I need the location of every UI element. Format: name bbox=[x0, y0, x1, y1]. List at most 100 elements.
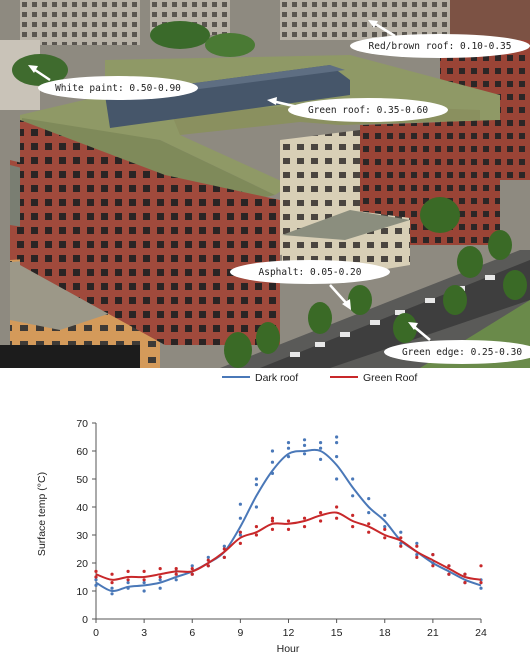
dark-roof-point bbox=[174, 578, 178, 582]
y-tick-label: 0 bbox=[82, 614, 88, 626]
green-roof-point bbox=[399, 536, 403, 540]
dark-roof-point bbox=[399, 530, 403, 534]
callout-red-brown-roof: Red/brown roof: 0.10-0.35 bbox=[350, 20, 530, 58]
dark-roof-point bbox=[190, 564, 194, 568]
green-roof-point bbox=[351, 513, 355, 517]
green-roof-point bbox=[254, 525, 259, 529]
green-roof-point bbox=[431, 553, 435, 557]
dark-roof-point bbox=[110, 592, 114, 596]
dark-roof-point bbox=[383, 525, 387, 529]
dark-roof-point bbox=[222, 544, 226, 548]
green-roof-point bbox=[110, 572, 114, 576]
dark-roof-point bbox=[479, 586, 483, 590]
dark-roof-point bbox=[335, 455, 339, 459]
dark-roof-point bbox=[286, 441, 291, 445]
y-tick-label: 20 bbox=[76, 558, 88, 570]
green-roof-point bbox=[238, 541, 242, 545]
y-axis-title: Surface temp (°C) bbox=[36, 472, 48, 556]
x-axis-title: Hour bbox=[277, 643, 300, 655]
x-tick-label: 15 bbox=[331, 627, 343, 639]
svg-text:White paint: 0.50-0.90: White paint: 0.50-0.90 bbox=[55, 83, 181, 94]
svg-text:Asphalt: 0.05-0.20: Asphalt: 0.05-0.20 bbox=[259, 267, 362, 278]
green-roof-point bbox=[302, 525, 307, 529]
green-roof-point bbox=[318, 511, 323, 515]
x-tick-label: 0 bbox=[93, 627, 99, 639]
green-roof-point bbox=[383, 536, 387, 540]
dark-roof-point bbox=[415, 553, 419, 557]
green-roof-point bbox=[270, 519, 275, 523]
dark-roof-point bbox=[335, 477, 339, 481]
green-roof-point bbox=[206, 558, 210, 562]
x-tick-label: 18 bbox=[379, 627, 391, 639]
dark-roof-point bbox=[110, 586, 114, 590]
dark-roof-point bbox=[142, 581, 146, 585]
dark-roof-point bbox=[94, 578, 98, 582]
green-roof-point bbox=[142, 569, 146, 573]
green-roof-point bbox=[126, 578, 130, 582]
green-roof-point bbox=[415, 555, 419, 559]
callout-green-roof: Green roof: 0.35-0.60 bbox=[267, 97, 448, 122]
series-dark-roof bbox=[94, 435, 483, 596]
green-roof-point bbox=[463, 581, 467, 585]
green-roof-point bbox=[206, 564, 210, 568]
green-roof-point bbox=[190, 567, 194, 571]
dark-roof-point bbox=[254, 505, 259, 509]
green-roof-point bbox=[254, 533, 259, 537]
dark-roof-point bbox=[270, 449, 275, 453]
green-roof-point bbox=[463, 572, 467, 576]
green-roof-point bbox=[174, 567, 178, 571]
green-roof-point bbox=[286, 527, 291, 531]
green-roof-point bbox=[383, 527, 387, 531]
dark-roof-point bbox=[415, 541, 419, 545]
green-roof-point bbox=[367, 530, 371, 534]
callout-asphalt: Asphalt: 0.05-0.20 bbox=[230, 260, 390, 310]
y-tick-label: 40 bbox=[76, 502, 88, 514]
y-tick-label: 10 bbox=[76, 586, 88, 598]
series-green-roof bbox=[94, 505, 483, 585]
green-roof-point bbox=[142, 578, 146, 582]
green-roof-point bbox=[318, 519, 323, 523]
dark-roof-point bbox=[318, 446, 323, 450]
green-roof-point bbox=[335, 516, 339, 520]
dark-roof-point bbox=[126, 581, 130, 585]
dark-roof-point bbox=[351, 494, 355, 498]
surface-temperature-chart: Dark roof Green Roof 0 10 20 30 40 50 60 70 0 3 6 9… bbox=[36, 372, 487, 655]
legend-label-dark-roof: Dark roof bbox=[255, 372, 298, 384]
x-tick-label: 24 bbox=[475, 627, 487, 639]
callout-white-paint: White paint: 0.50-0.90 bbox=[28, 65, 198, 100]
dark-roof-point bbox=[238, 516, 242, 520]
green-roof-point bbox=[174, 572, 178, 576]
chart-axes: 0 10 20 30 40 50 60 70 0 3 6 9 12 15 18 21 24 bbox=[76, 418, 487, 639]
y-tick-label: 70 bbox=[76, 418, 88, 430]
dark-roof-point bbox=[270, 460, 275, 464]
green-roof-point bbox=[110, 581, 114, 585]
trees-top bbox=[12, 21, 255, 86]
x-tick-label: 9 bbox=[237, 627, 243, 639]
green-roof-point bbox=[479, 564, 483, 568]
green-roof-point bbox=[158, 567, 162, 571]
dark-roof-point bbox=[318, 457, 323, 461]
green-roof-point bbox=[399, 544, 403, 548]
dark-roof-point bbox=[302, 443, 307, 447]
green-roof-point bbox=[190, 572, 194, 576]
green-roof-point bbox=[415, 544, 419, 548]
green-roof-point bbox=[94, 575, 98, 579]
dark-roof-point bbox=[94, 583, 98, 587]
dark-roof-point bbox=[335, 441, 339, 445]
callout-green-edge: Green edge: 0.25-0.30 bbox=[384, 322, 530, 364]
green-roof-point bbox=[447, 572, 451, 576]
green-roof-point bbox=[126, 569, 130, 573]
dark-roof-point bbox=[158, 586, 162, 590]
dark-roof-point bbox=[254, 477, 259, 481]
green-roof-point bbox=[238, 530, 242, 534]
dark-roof-point bbox=[302, 452, 307, 456]
y-tick-label: 60 bbox=[76, 446, 88, 458]
dark-roof-point bbox=[367, 497, 371, 501]
green-roof-point bbox=[335, 505, 339, 509]
green-roof-point bbox=[367, 522, 371, 526]
svg-text:Green edge: 0.25-0.30: Green edge: 0.25-0.30 bbox=[402, 347, 522, 358]
green-roof-point bbox=[222, 555, 226, 559]
dark-roof-point bbox=[351, 477, 355, 481]
dark-roof-point bbox=[318, 441, 323, 445]
x-tick-label: 21 bbox=[427, 627, 439, 639]
